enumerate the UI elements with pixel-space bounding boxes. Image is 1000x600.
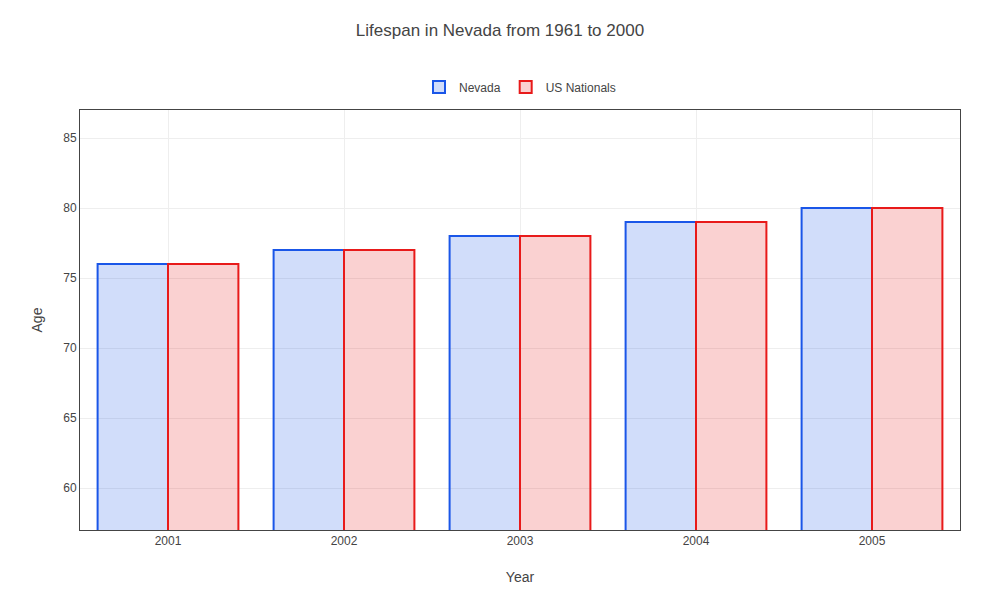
svg-text:Age: Age <box>29 307 45 332</box>
svg-text:2005: 2005 <box>859 534 886 548</box>
svg-text:US Nationals: US Nationals <box>546 81 616 95</box>
svg-text:2004: 2004 <box>683 534 710 548</box>
svg-text:85: 85 <box>63 131 77 145</box>
svg-text:75: 75 <box>63 271 77 285</box>
svg-text:Lifespan in Nevada from 1961 t: Lifespan in Nevada from 1961 to 2000 <box>356 21 644 40</box>
svg-text:Year: Year <box>506 569 535 585</box>
svg-text:2003: 2003 <box>507 534 534 548</box>
svg-text:2002: 2002 <box>331 534 358 548</box>
svg-text:Nevada: Nevada <box>459 81 501 95</box>
svg-text:80: 80 <box>63 201 77 215</box>
svg-text:65: 65 <box>63 411 77 425</box>
svg-text:60: 60 <box>63 481 77 495</box>
svg-text:70: 70 <box>63 341 77 355</box>
svg-text:2001: 2001 <box>155 534 182 548</box>
